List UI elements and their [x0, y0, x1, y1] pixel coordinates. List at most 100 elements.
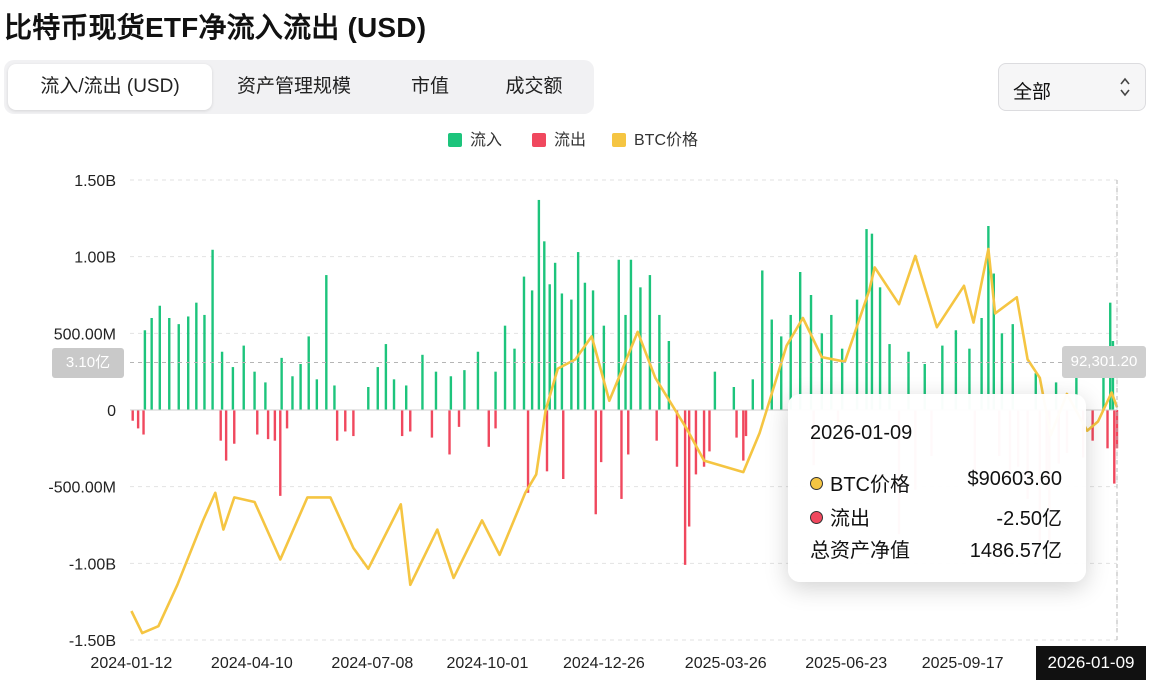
inflow-bar: [980, 318, 983, 410]
inflow-bar: [211, 249, 214, 410]
legend-swatch-inflow: [448, 133, 462, 147]
inflow-bar: [530, 290, 534, 410]
inflow-bar: [865, 229, 868, 410]
inflow-bar: [231, 367, 235, 410]
tooltip-row-outflow: 流出 -2.50亿: [810, 502, 1062, 530]
outflow-bar: [457, 410, 461, 427]
outflow-bar: [131, 410, 134, 421]
inflow-bar: [1102, 364, 1105, 410]
outflow-bar: [352, 410, 355, 437]
inflow-bar: [307, 336, 310, 410]
inflow-bar: [809, 295, 813, 410]
crosshair-price-badge: 92,301.20: [1062, 346, 1146, 378]
inflow-bar: [830, 314, 833, 410]
outflow-bar: [430, 410, 434, 438]
inflow-bar: [325, 275, 328, 410]
inflow-bar: [195, 302, 198, 410]
inflow-bar: [150, 318, 153, 410]
inflow-bar: [820, 333, 824, 410]
inflow-bar: [732, 387, 736, 410]
inflow-bar: [548, 284, 551, 410]
outflow-bar: [142, 410, 145, 435]
x-tick-label: 2025-06-23: [805, 655, 887, 672]
inflow-bar: [648, 275, 652, 410]
y-tick-label: 1.50B: [74, 173, 116, 190]
inflow-bar: [537, 199, 541, 410]
inflow-bar: [667, 341, 671, 410]
outflow-bar: [256, 410, 259, 435]
inflow-bar: [494, 371, 497, 410]
outflow-bar: [233, 410, 236, 444]
inflow-bar: [639, 287, 642, 410]
chart-legend: 流入 流出 BTC价格: [448, 126, 708, 150]
inflow-bar: [187, 316, 190, 410]
outflow-bar: [735, 410, 738, 438]
outflow-bar: [136, 410, 140, 429]
tab-volume[interactable]: 成交额: [505, 76, 563, 97]
inflow-bar: [315, 379, 319, 410]
inflow-bar: [449, 376, 453, 410]
inflow-bar: [513, 348, 516, 410]
tooltip-nav-label: 总资产净值: [810, 540, 910, 562]
legend-item-outflow[interactable]: 流出: [532, 126, 586, 150]
outflow-bar: [335, 410, 339, 441]
fund-filter-value: 全部: [1013, 82, 1052, 103]
inflow-bar: [576, 252, 580, 410]
inflow-bar: [987, 226, 990, 410]
tab-aum[interactable]: 资产管理规模: [236, 76, 351, 97]
legend-item-inflow[interactable]: 流入: [448, 126, 502, 150]
inflow-bar: [476, 351, 480, 410]
legend-item-btc[interactable]: BTC价格: [612, 126, 698, 150]
inflow-bar: [907, 351, 910, 410]
crosshair-y-badge: 3.10亿: [52, 348, 124, 378]
inflow-bar: [878, 287, 882, 410]
tooltip-row-btc: BTC价格 $90603.60: [810, 468, 1062, 496]
y-tick-label: -1.00B: [69, 556, 116, 573]
tab-flow[interactable]: 流入/流出 (USD): [8, 64, 212, 110]
inflow-bar: [158, 305, 161, 410]
inflow-bar: [751, 379, 754, 410]
outflow-bar: [744, 410, 748, 437]
x-tick-label: 2024-04-10: [211, 655, 293, 672]
page-title: 比特币现货ETF净流入流出 (USD): [4, 12, 427, 43]
outflow-bar: [562, 410, 565, 479]
inflow-bar: [617, 259, 620, 410]
inflow-bar: [560, 293, 564, 410]
inflow-bar: [1075, 376, 1078, 410]
inflow-bar: [798, 272, 802, 410]
outflow-bar: [400, 410, 404, 437]
fund-filter-select[interactable]: 全部: [998, 63, 1146, 111]
outflow-bar: [266, 410, 270, 440]
inflow-bar: [1000, 333, 1004, 410]
x-tick-label: 2024-10-01: [447, 655, 529, 672]
y-tick-label: -500.00M: [48, 480, 116, 497]
tab-market-cap[interactable]: 市值: [410, 76, 449, 97]
outflow-bar: [675, 410, 679, 467]
inflow-bar: [713, 371, 717, 410]
inflow-bar: [253, 371, 256, 410]
inflow-bar: [242, 345, 245, 410]
inflow-bar: [291, 376, 294, 410]
outflow-bar: [594, 410, 597, 515]
inflow-bar: [888, 344, 891, 410]
x-tick-label: 2025-03-26: [685, 655, 767, 672]
chevron-updown-icon: [1120, 77, 1130, 97]
inflow-bar: [463, 370, 466, 410]
outflow-bar: [599, 410, 603, 463]
legend-swatch-outflow: [532, 133, 546, 147]
tooltip-btc-label: BTC价格: [830, 474, 910, 496]
outflow-bar: [683, 410, 687, 565]
outflow-bar: [702, 410, 706, 467]
legend-label-btc: BTC价格: [634, 132, 699, 149]
tooltip-btc-value: $90603.60: [967, 468, 1062, 490]
legend-label-outflow: 流出: [554, 132, 587, 149]
inflow-bar: [376, 367, 379, 410]
outflow-bar: [448, 410, 451, 455]
inflow-bar: [220, 351, 224, 410]
tooltip-row-nav: 总资产净值 1486.57亿: [810, 534, 1062, 562]
x-tick-label: 2025-09-17: [922, 655, 1004, 672]
tooltip-outflow-value: -2.50亿: [996, 508, 1062, 530]
inflow-bar: [1034, 373, 1037, 410]
inflow-bar: [840, 348, 844, 410]
